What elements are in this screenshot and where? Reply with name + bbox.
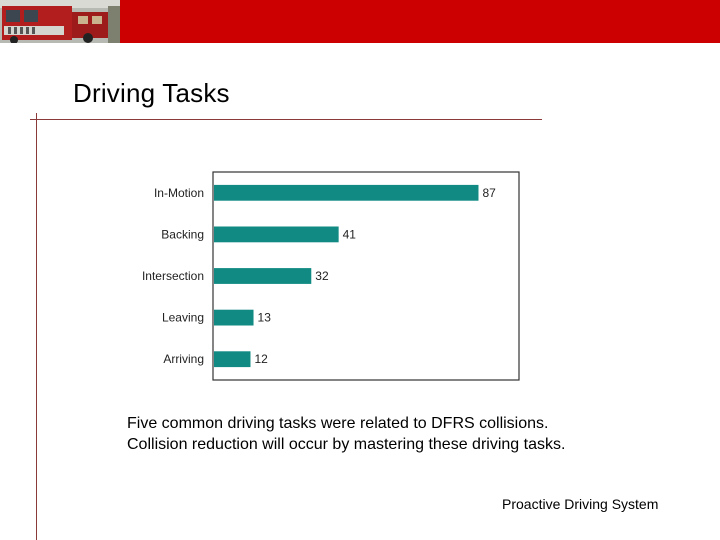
- data-label: 12: [254, 352, 268, 366]
- bar: [214, 184, 479, 201]
- bar: [214, 309, 254, 326]
- caption-line-2: Collision reduction will occur by master…: [127, 436, 566, 453]
- bar: [214, 226, 339, 243]
- bar: [214, 351, 251, 368]
- bar: [214, 268, 312, 284]
- footer-text: Proactive Driving System: [502, 496, 659, 512]
- caption-line-1: Five common driving tasks were related t…: [127, 415, 549, 432]
- category-label: Intersection: [142, 269, 204, 283]
- category-label: Leaving: [162, 311, 204, 325]
- title-divider: [30, 119, 542, 120]
- chart-container: In-Motion 87 Backing 41 Intersection 32 Leavin…: [120, 160, 530, 390]
- caption: Five common driving tasks were related t…: [127, 413, 565, 455]
- category-label: In-Motion: [154, 186, 204, 200]
- fire-truck-photo: [0, 0, 120, 43]
- header-banner: [0, 0, 720, 43]
- data-label: 13: [258, 311, 272, 325]
- data-label: 41: [343, 227, 357, 241]
- data-label: 87: [482, 186, 496, 200]
- category-label: Arriving: [163, 352, 204, 366]
- category-label: Backing: [161, 227, 204, 241]
- data-label: 32: [315, 269, 329, 283]
- slide-title: Driving Tasks: [73, 78, 230, 108]
- bar-chart: In-Motion 87 Backing 41 Intersection 32 Leavin…: [142, 171, 520, 381]
- left-divider: [36, 113, 37, 540]
